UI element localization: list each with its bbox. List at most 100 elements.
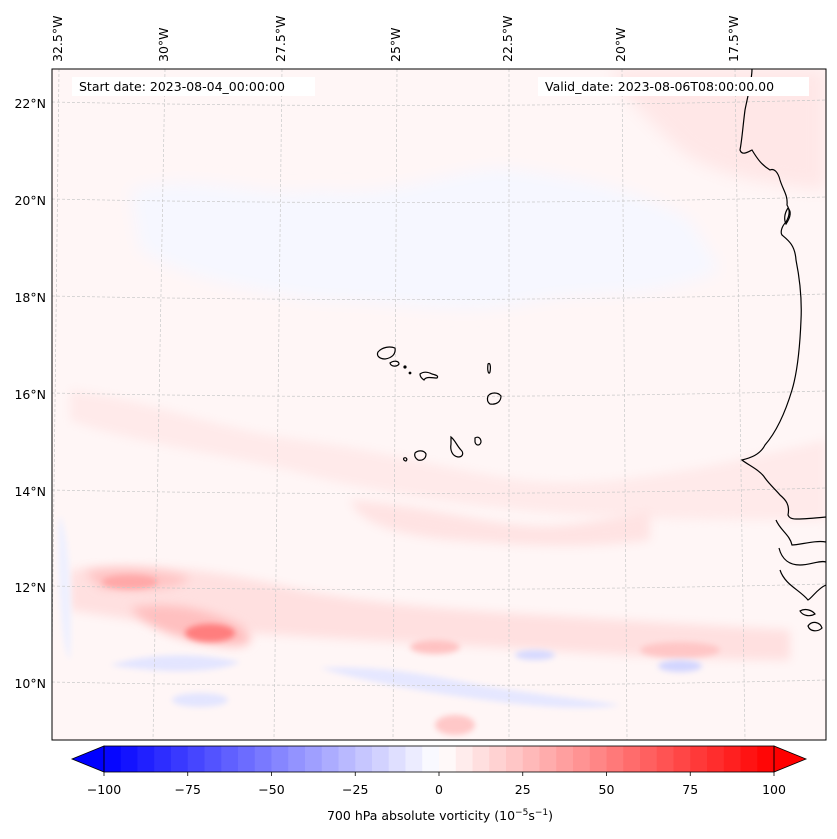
field-min-9-6n-29w xyxy=(172,693,228,707)
valid-date-box xyxy=(538,77,809,96)
colorbar-tick-label: 50 xyxy=(599,782,615,797)
colorbar-label-exp2: −1 xyxy=(535,808,548,818)
colorbar-bin xyxy=(723,746,741,772)
island-fogo xyxy=(414,450,427,461)
colorbar-label-exp1: −5 xyxy=(515,808,528,818)
field-core-12n-30w xyxy=(102,575,158,589)
latitude-tick-label: 22°N xyxy=(14,96,46,111)
island-boa-vista xyxy=(486,392,502,405)
colorbar-bin xyxy=(254,746,272,772)
coastline-west-africa xyxy=(739,69,826,520)
island-raso xyxy=(408,371,412,375)
latitude-tick-label: 14°N xyxy=(14,484,46,499)
colorbar-bin xyxy=(589,746,607,772)
longitude-tick-label: 30°W xyxy=(156,27,171,62)
colorbar-bin xyxy=(405,746,423,772)
vorticity-field xyxy=(58,69,826,735)
island-sao-vicente xyxy=(389,360,400,367)
longitude-tick-label: 17.5°W xyxy=(726,16,741,62)
colorbar-bin xyxy=(623,746,641,772)
colorbar-label-mid: s xyxy=(528,808,535,823)
colorbar-bin xyxy=(137,746,155,772)
colorbar-label-main: 700 hPa absolute vorticity (10 xyxy=(327,808,515,823)
coastline-bijagos-2 xyxy=(807,621,823,632)
field-min-west-edge xyxy=(58,515,71,660)
colorbar-tick-label: −75 xyxy=(175,782,201,797)
longitude-tick-label: 32.5°W xyxy=(50,16,65,62)
field-core-11n-29w xyxy=(185,624,235,642)
longitude-labels: 32.5°W 30°W 27.5°W 25°W 22.5°W 20°W 17.5°W xyxy=(50,16,741,62)
latitude-tick-label: 16°N xyxy=(14,387,46,402)
graticule-parallel xyxy=(52,99,826,106)
graticule xyxy=(52,69,826,740)
colorbar-bin xyxy=(439,746,457,772)
field-max-10-6n-21-5w xyxy=(640,642,720,658)
island-brava xyxy=(403,457,408,462)
field-band-red-south-broad xyxy=(70,566,790,660)
island-santa-luzia xyxy=(403,365,407,369)
colorbar-tick-label: 25 xyxy=(515,782,531,797)
colorbar-bin xyxy=(271,746,289,772)
colorbar-bin xyxy=(187,746,205,772)
colorbar-bin xyxy=(455,746,473,772)
colorbar-bin xyxy=(355,746,373,772)
graticule-meridian xyxy=(273,69,283,740)
colorbar-bins xyxy=(104,746,775,772)
island-santo-antao xyxy=(376,346,396,360)
colorbar-bin xyxy=(539,746,557,772)
colorbar-bin xyxy=(740,746,758,772)
graticule-meridian xyxy=(152,69,166,740)
colorbar-bin xyxy=(522,746,540,772)
field-band-pale-red-ne xyxy=(610,69,826,190)
colorbar-bin xyxy=(338,746,356,772)
field-min-band-10n xyxy=(110,655,240,672)
colorbar-extend-max xyxy=(773,745,808,773)
field-min-10n-23w xyxy=(515,650,555,660)
colorbar-bin xyxy=(221,746,239,772)
field-max-9-5n xyxy=(435,715,475,735)
colorbar-bin xyxy=(707,746,725,772)
graticule-parallel xyxy=(52,293,826,300)
colorbar-bin xyxy=(388,746,406,772)
colorbar-bin xyxy=(640,746,658,772)
coastline-bijagos xyxy=(799,608,816,617)
map-panel: Start date: 2023-08-04_00:00:00 Valid_da… xyxy=(51,68,827,741)
colorbar-bin xyxy=(104,746,122,772)
map-frame xyxy=(51,68,827,741)
coastline-guinea xyxy=(779,569,826,601)
colorbar-bin xyxy=(305,746,323,772)
longitude-tick-label: 27.5°W xyxy=(273,16,288,62)
colorbar-bin xyxy=(556,746,574,772)
coastlines xyxy=(376,69,826,632)
island-sao-nicolau xyxy=(419,371,439,381)
colorbar-bin xyxy=(204,746,222,772)
graticule-parallel xyxy=(52,583,826,590)
graticule-parallel xyxy=(52,390,826,397)
colorbar-extend-min xyxy=(70,745,105,773)
colorbar-bin xyxy=(120,746,138,772)
island-sal xyxy=(487,362,491,374)
colorbar-bin xyxy=(489,746,507,772)
colorbar-bin xyxy=(506,746,524,772)
longitude-tick-label: 25°W xyxy=(388,27,403,62)
graticule-meridian xyxy=(392,69,398,740)
colorbar-bin xyxy=(606,746,624,772)
colorbar-bin xyxy=(573,746,591,772)
colorbar-bin xyxy=(238,746,256,772)
latitude-tick-label: 20°N xyxy=(14,193,46,208)
longitude-tick-label: 22.5°W xyxy=(500,16,515,62)
colorbar-tick-label: 100 xyxy=(762,782,786,797)
colorbar-bin xyxy=(422,746,440,772)
valid-date-label: Valid_date: 2023-08-06T08:00:00.00 xyxy=(545,79,774,94)
colorbar-tick-label: −25 xyxy=(342,782,368,797)
colorbar-tick-label: 0 xyxy=(435,782,443,797)
start-date-box xyxy=(72,77,315,96)
colorbar-bin xyxy=(171,746,189,772)
coastline-gambia xyxy=(775,519,826,546)
colorbar: −100 −75 −50 −25 0 25 50 75 100 700 hPa absolute… xyxy=(70,745,808,823)
field-max-10-8n-24w xyxy=(410,640,460,654)
colorbar-label: 700 hPa absolute vorticity (10−5s−1) xyxy=(327,808,553,823)
field-min-band-10n-central xyxy=(320,667,620,708)
colorbar-tick-label: 75 xyxy=(682,782,698,797)
